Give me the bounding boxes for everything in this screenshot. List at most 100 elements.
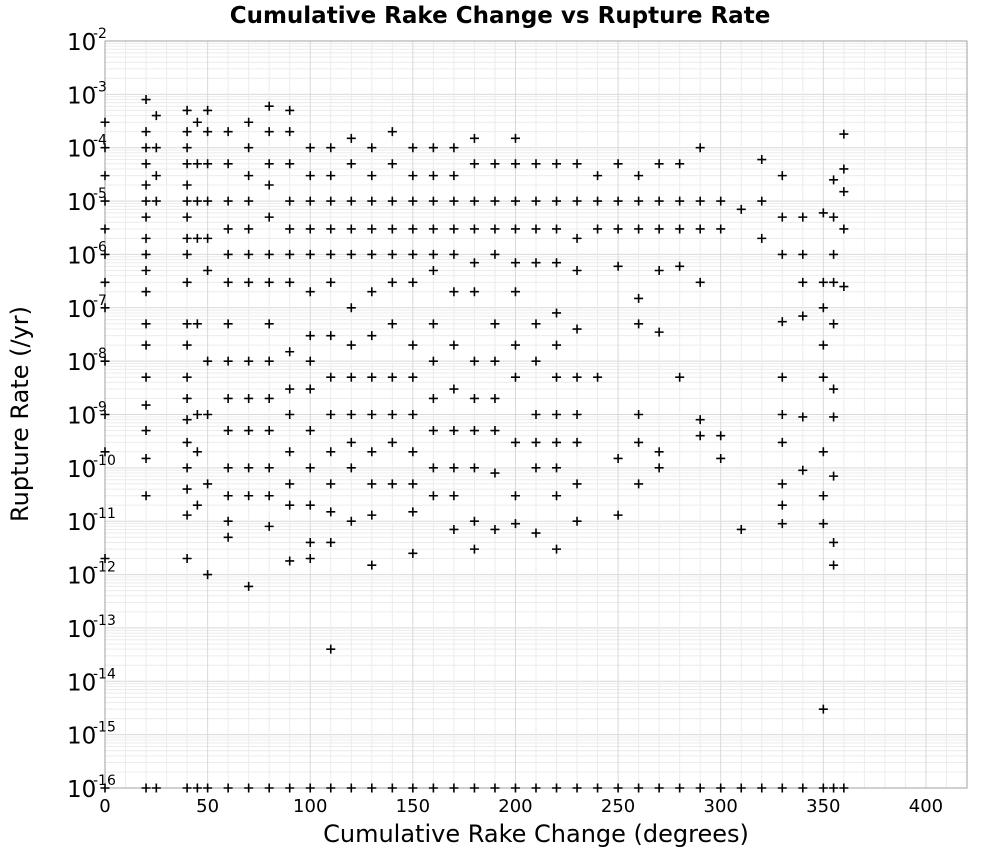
data-point bbox=[469, 783, 479, 793]
data-point bbox=[695, 431, 705, 441]
data-point bbox=[192, 233, 202, 243]
data-point bbox=[326, 277, 336, 287]
data-point bbox=[223, 516, 233, 526]
data-point bbox=[428, 265, 438, 275]
data-point bbox=[552, 340, 562, 350]
data-point bbox=[818, 447, 828, 457]
data-point bbox=[634, 479, 644, 489]
y-tick-label: 10 bbox=[67, 670, 96, 696]
data-point bbox=[408, 143, 418, 153]
data-point bbox=[244, 171, 254, 181]
data-point bbox=[264, 159, 274, 169]
data-point bbox=[141, 453, 151, 463]
data-point bbox=[798, 277, 808, 287]
data-point bbox=[346, 303, 356, 313]
data-point bbox=[634, 319, 644, 329]
data-point bbox=[593, 224, 603, 234]
data-point bbox=[285, 500, 295, 510]
data-point bbox=[387, 127, 397, 137]
y-tick-label: 10 bbox=[67, 564, 96, 590]
data-point bbox=[182, 196, 192, 206]
data-point bbox=[305, 356, 315, 366]
data-point bbox=[428, 249, 438, 259]
y-tick-label: 10 bbox=[67, 243, 96, 269]
data-point bbox=[100, 196, 110, 206]
data-point bbox=[839, 164, 849, 174]
data-points bbox=[100, 95, 849, 793]
data-point bbox=[285, 224, 295, 234]
data-point bbox=[244, 426, 254, 436]
data-point bbox=[346, 224, 356, 234]
data-point bbox=[182, 484, 192, 494]
data-point bbox=[100, 554, 110, 564]
data-point bbox=[829, 249, 839, 259]
data-point bbox=[203, 410, 213, 419]
data-point bbox=[531, 463, 541, 473]
data-point bbox=[223, 224, 233, 234]
data-point bbox=[387, 372, 397, 382]
data-point bbox=[510, 224, 520, 234]
data-point bbox=[449, 171, 459, 181]
y-tick-exponent: -3 bbox=[93, 79, 107, 95]
data-point bbox=[203, 479, 213, 489]
data-point bbox=[100, 410, 110, 419]
data-point bbox=[408, 410, 418, 419]
data-point bbox=[192, 159, 202, 169]
data-point bbox=[695, 783, 705, 793]
data-point bbox=[203, 265, 213, 275]
data-point bbox=[634, 293, 644, 303]
chart-title: Cumulative Rake Change vs Rupture Rate bbox=[230, 3, 771, 29]
data-point bbox=[490, 783, 500, 793]
data-point bbox=[839, 282, 849, 292]
data-point bbox=[305, 537, 315, 547]
data-point bbox=[490, 249, 500, 259]
data-point bbox=[367, 143, 377, 153]
data-point bbox=[244, 277, 254, 287]
data-point bbox=[818, 208, 828, 218]
data-point bbox=[675, 159, 685, 169]
data-point bbox=[223, 393, 233, 403]
data-point bbox=[510, 159, 520, 169]
data-point bbox=[531, 437, 541, 447]
data-point bbox=[100, 143, 110, 153]
data-point bbox=[613, 261, 623, 271]
data-point bbox=[757, 233, 767, 243]
data-point bbox=[387, 277, 397, 287]
y-axis-label: Rupture Rate (/yr) bbox=[6, 306, 34, 522]
data-point bbox=[223, 127, 233, 137]
data-point bbox=[305, 171, 315, 181]
data-point bbox=[305, 384, 315, 394]
data-point bbox=[552, 410, 562, 419]
data-point bbox=[654, 783, 664, 793]
data-point bbox=[367, 479, 377, 489]
x-axis-label: Cumulative Rake Change (degrees) bbox=[323, 820, 749, 848]
data-point bbox=[192, 410, 202, 419]
data-point bbox=[367, 224, 377, 234]
data-point bbox=[469, 287, 479, 297]
y-tick-exponent: -13 bbox=[93, 613, 116, 629]
data-point bbox=[264, 127, 274, 137]
data-point bbox=[490, 319, 500, 329]
data-point bbox=[829, 471, 839, 481]
data-point bbox=[654, 159, 664, 169]
data-point bbox=[141, 491, 151, 501]
data-point bbox=[367, 510, 377, 520]
data-point bbox=[346, 159, 356, 169]
data-point bbox=[757, 783, 767, 793]
data-point bbox=[829, 175, 839, 185]
data-point bbox=[408, 783, 418, 793]
data-point bbox=[285, 384, 295, 394]
data-point bbox=[326, 507, 336, 517]
data-point bbox=[223, 532, 233, 542]
data-point bbox=[285, 447, 295, 457]
data-point bbox=[552, 258, 562, 268]
data-point bbox=[182, 393, 192, 403]
data-point bbox=[100, 447, 110, 457]
data-point bbox=[552, 224, 562, 234]
data-point bbox=[346, 133, 356, 143]
data-point bbox=[798, 212, 808, 222]
x-tick-label: 50 bbox=[196, 796, 219, 817]
data-point bbox=[531, 356, 541, 366]
data-point bbox=[182, 277, 192, 287]
data-point bbox=[490, 356, 500, 366]
